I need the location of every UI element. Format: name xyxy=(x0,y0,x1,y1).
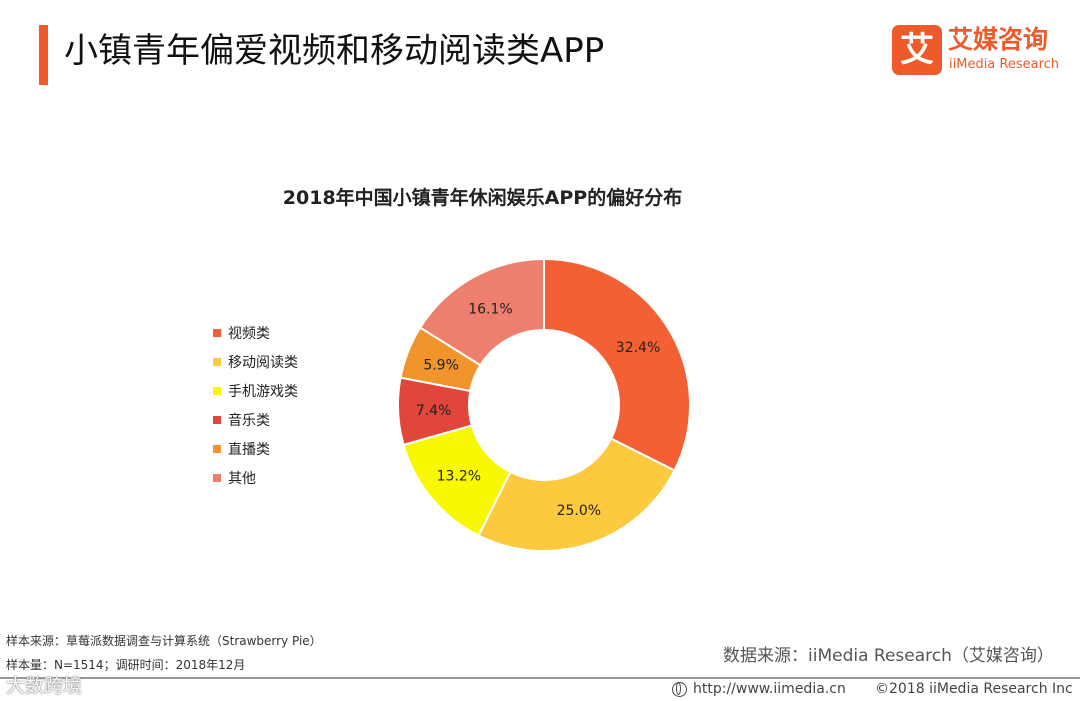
page-title: 小镇青年偏爱视频和移动阅读类APP xyxy=(64,31,605,71)
legend-swatch xyxy=(213,386,221,395)
footer-url[interactable]: http://www.iimedia.cn xyxy=(672,681,846,697)
footer-copyright: ©2018 iiMedia Research Inc xyxy=(875,681,1073,697)
legend-item: 手机游戏类 xyxy=(213,376,298,405)
logo-chinese-text: 艾媒咨询 xyxy=(948,25,1049,54)
logo-english-text: iiMedia Research xyxy=(949,57,1060,72)
legend-swatch xyxy=(213,473,221,482)
legend-item: 视频类 xyxy=(213,318,298,347)
data-source-note: 数据来源：iiMedia Research（艾媒咨询） xyxy=(723,646,1054,666)
footer-url-text[interactable]: http://www.iimedia.cn xyxy=(693,681,846,697)
legend-swatch xyxy=(213,357,221,366)
legend-swatch xyxy=(213,415,221,424)
sample-size-note: 样本量：N=1514；调研时间：2018年12月 xyxy=(6,658,246,672)
legend-label: 音乐类 xyxy=(228,412,270,429)
legend-item: 其他 xyxy=(213,463,298,492)
donut-slice xyxy=(543,257,691,472)
slice-value-label: 7.4% xyxy=(416,403,452,419)
iimedia-logo: 艾 艾媒咨询 iiMedia Research xyxy=(892,25,1062,77)
legend-swatch xyxy=(213,444,221,453)
title-accent-bar xyxy=(39,25,48,85)
sample-source-note: 样本来源：草莓派数据调查与计算系统（Strawberry Pie） xyxy=(6,634,322,648)
globe-icon xyxy=(672,681,687,697)
watermark: 大数跨境 xyxy=(6,675,83,697)
chart-legend: 视频类移动阅读类手机游戏类音乐类直播类其他 xyxy=(213,318,298,492)
legend-label: 视频类 xyxy=(228,325,270,342)
donut-slice xyxy=(418,257,545,367)
legend-item: 音乐类 xyxy=(213,405,298,434)
slice-value-label: 13.2% xyxy=(437,468,481,484)
slice-value-label: 5.9% xyxy=(423,358,459,374)
legend-label: 手机游戏类 xyxy=(228,383,298,400)
legend-item: 直播类 xyxy=(213,434,298,463)
slice-value-label: 25.0% xyxy=(557,503,601,519)
footer-divider xyxy=(0,677,1080,679)
donut-slice xyxy=(477,437,676,552)
legend-label: 直播类 xyxy=(228,441,270,458)
slice-value-label: 32.4% xyxy=(616,340,660,356)
legend-label: 移动阅读类 xyxy=(228,354,298,371)
logo-mark-icon: 艾 xyxy=(892,25,942,75)
legend-swatch xyxy=(213,328,221,337)
chart-title: 2018年中国小镇青年休闲娱乐APP的偏好分布 xyxy=(282,187,683,209)
slice-value-label: 16.1% xyxy=(468,301,512,317)
legend-item: 移动阅读类 xyxy=(213,347,298,376)
legend-label: 其他 xyxy=(228,470,256,487)
